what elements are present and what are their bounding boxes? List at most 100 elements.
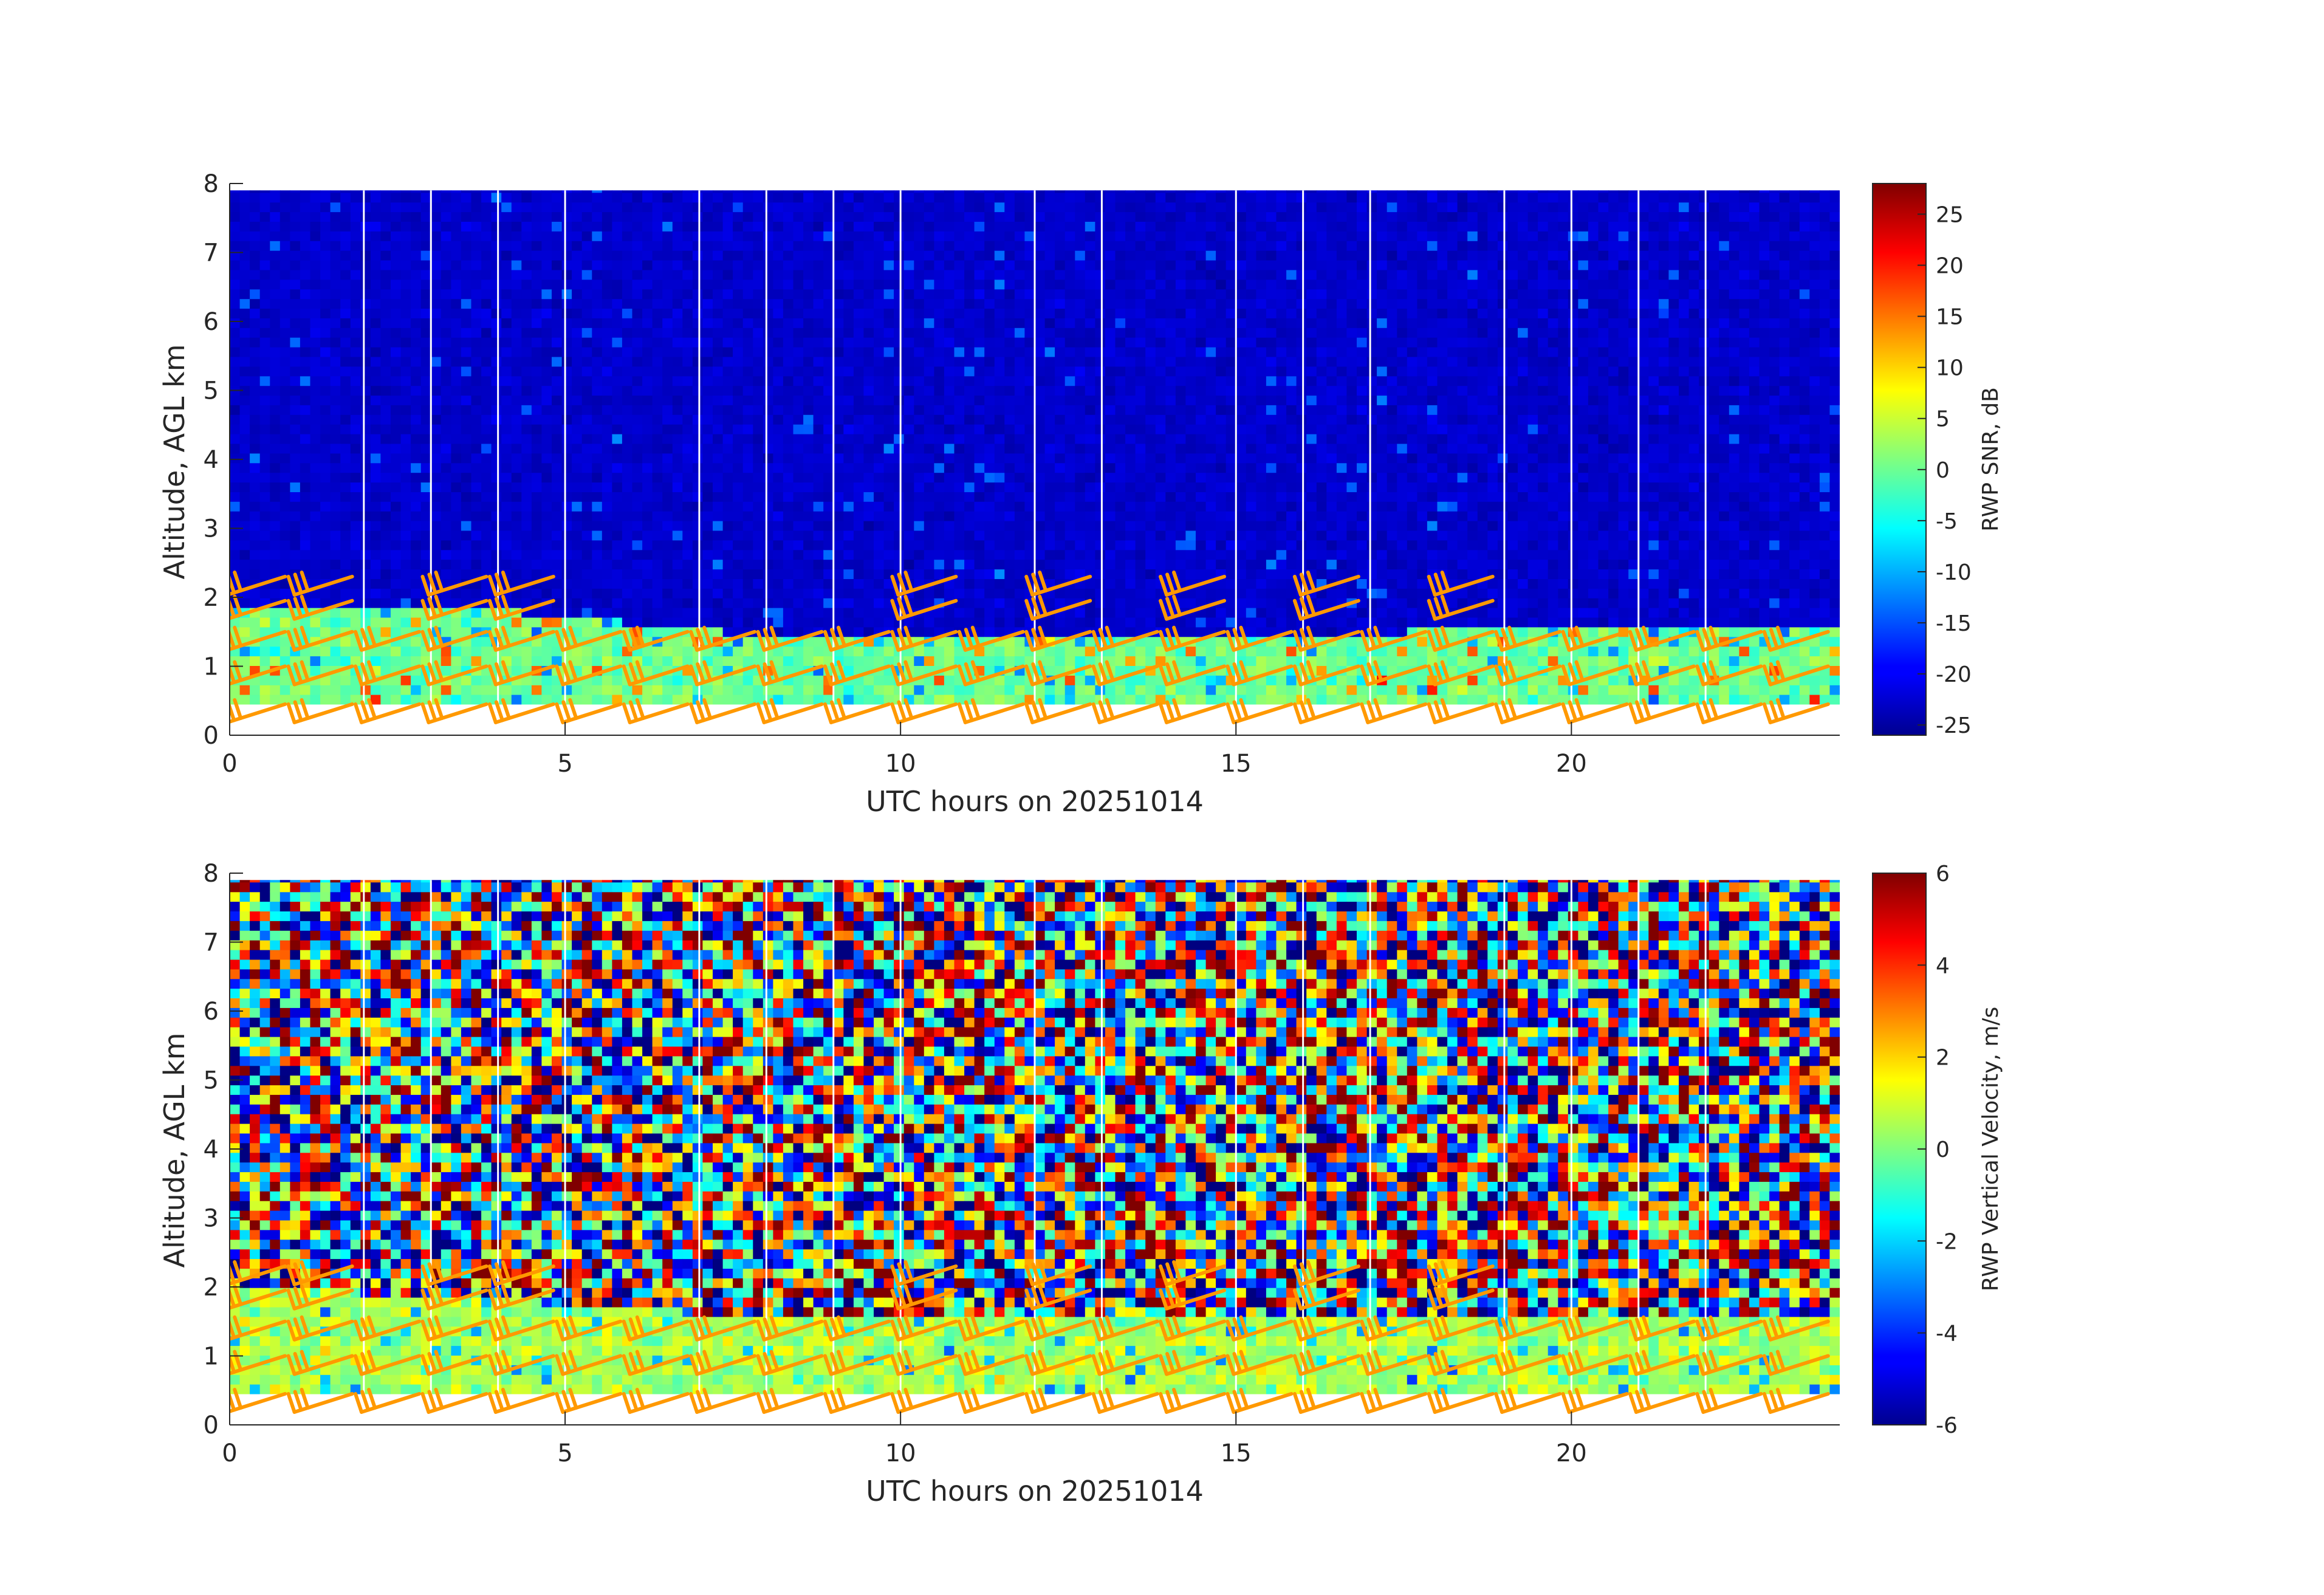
- heatmap-cell: [773, 376, 784, 386]
- heatmap-cell: [1064, 211, 1075, 222]
- heatmap-cell: [672, 617, 683, 628]
- heatmap-cell: [733, 472, 744, 483]
- heatmap-cell: [1155, 501, 1166, 512]
- heatmap-cell: [612, 241, 623, 251]
- heatmap-cell: [763, 298, 773, 309]
- heatmap-cell: [270, 260, 281, 270]
- heatmap-cell: [461, 211, 472, 222]
- heatmap-cell: [944, 308, 955, 318]
- heatmap-cell: [994, 385, 1005, 396]
- heatmap-cell: [451, 472, 462, 483]
- heatmap-cell: [702, 190, 713, 193]
- heatmap-cell: [974, 241, 985, 251]
- heatmap-cell: [853, 462, 865, 473]
- heatmap-cell: [742, 453, 753, 464]
- heatmap-cell: [773, 202, 784, 213]
- heatmap-cell: [1064, 337, 1075, 348]
- heatmap-cell: [833, 472, 844, 483]
- heatmap-cell: [783, 376, 794, 386]
- heatmap-cell: [602, 190, 612, 193]
- heatmap-cell: [903, 385, 914, 396]
- heatmap-cell: [340, 492, 351, 502]
- heatmap-cell: [370, 482, 382, 492]
- heatmap-cell: [974, 443, 985, 454]
- heatmap-cell: [521, 530, 532, 541]
- heatmap-cell: [823, 328, 834, 338]
- heatmap-cell: [974, 511, 985, 521]
- heatmap-cell: [753, 608, 764, 618]
- heatmap-cell: [250, 695, 261, 705]
- heatmap-cell: [682, 588, 693, 599]
- heatmap-cell: [833, 434, 844, 444]
- heatmap-cell: [471, 202, 482, 213]
- heatmap-cell: [994, 279, 1005, 290]
- heatmap-cell: [783, 569, 794, 579]
- heatmap-cell: [1075, 260, 1086, 270]
- heatmap-cell: [662, 501, 673, 512]
- heatmap-cell: [370, 453, 382, 464]
- heatmap-cell: [793, 202, 804, 213]
- heatmap-cell: [239, 598, 250, 608]
- heatmap-cell: [924, 462, 934, 473]
- heatmap-cell: [934, 434, 945, 444]
- heatmap-cell: [1115, 269, 1126, 280]
- heatmap-cell: [391, 298, 402, 309]
- heatmap-cell: [259, 530, 270, 541]
- heatmap-cell: [310, 376, 321, 386]
- heatmap-cell: [833, 192, 844, 203]
- heatmap-cell: [763, 190, 773, 193]
- heatmap-cell: [400, 318, 411, 328]
- heatmap-cell: [300, 434, 311, 444]
- heatmap-cell: [511, 356, 522, 367]
- heatmap-cell: [1115, 665, 1126, 676]
- heatmap-cell: [763, 231, 773, 241]
- heatmap-cell: [320, 540, 331, 551]
- heatmap-cell: [1155, 617, 1166, 628]
- heatmap-cell: [481, 250, 492, 261]
- heatmap-cell: [1135, 462, 1146, 473]
- heatmap-cell: [622, 395, 633, 405]
- heatmap-cell: [1125, 414, 1136, 425]
- heatmap-cell: [380, 308, 391, 318]
- heatmap-cell: [581, 231, 592, 241]
- heatmap-cell: [259, 279, 270, 290]
- heatmap-cell: [411, 202, 422, 213]
- heatmap-cell: [1064, 366, 1075, 377]
- heatmap-cell: [763, 289, 773, 300]
- heatmap-cell: [491, 269, 502, 280]
- heatmap-cell: [300, 211, 311, 222]
- heatmap-cell: [290, 656, 301, 666]
- heatmap-cell: [259, 434, 270, 444]
- heatmap-cell: [954, 289, 965, 300]
- heatmap-cell: [541, 434, 552, 444]
- heatmap-cell: [602, 646, 612, 657]
- heatmap-cell: [833, 685, 844, 695]
- heatmap-cell: [270, 250, 281, 261]
- heatmap-cell: [380, 588, 391, 599]
- heatmap-cell: [501, 482, 512, 492]
- heatmap-cell: [511, 511, 522, 521]
- heatmap-cell: [541, 308, 552, 318]
- heatmap-cell: [722, 347, 733, 357]
- heatmap-cell: [773, 424, 784, 434]
- heatmap-cell: [1004, 540, 1015, 551]
- heatmap-cell: [1055, 221, 1066, 232]
- heatmap-cell: [572, 405, 583, 415]
- heatmap-cell: [572, 685, 583, 695]
- heatmap-cell: [823, 434, 834, 444]
- heatmap-cell: [692, 405, 704, 415]
- heatmap-cell: [773, 405, 784, 415]
- heatmap-cell: [763, 549, 773, 560]
- heatmap-cell: [290, 443, 301, 454]
- heatmap-cell: [290, 328, 301, 338]
- heatmap-cell: [239, 511, 250, 521]
- heatmap-cell: [230, 395, 241, 405]
- heatmap-cell: [874, 443, 885, 454]
- heatmap-cell: [924, 414, 934, 425]
- heatmap-cell: [722, 453, 733, 464]
- heatmap-cell: [874, 472, 885, 483]
- heatmap-cell: [1064, 521, 1075, 531]
- heatmap-cell: [642, 521, 653, 531]
- heatmap-cell: [813, 443, 824, 454]
- heatmap-cell: [1155, 559, 1166, 570]
